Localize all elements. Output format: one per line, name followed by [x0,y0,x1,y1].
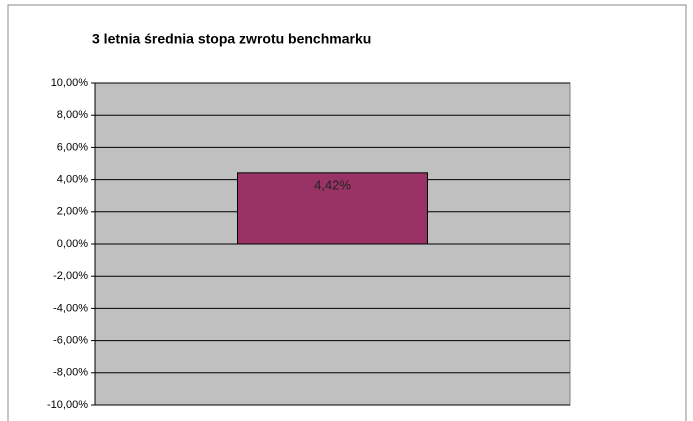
y-tick-label: -8,00% [53,367,88,379]
y-tick-label: 10,00% [51,77,89,89]
y-tick-label: 8,00% [57,109,88,121]
y-tick-label: 6,00% [57,141,88,153]
data-label: 4,42% [314,177,351,192]
y-tick-label: -4,00% [53,302,88,314]
y-tick-label: -10,00% [47,399,88,411]
y-tick-label: 4,00% [57,174,88,186]
y-tick-label: -2,00% [53,270,88,282]
chart-title: 3 letnia średnia stopa zwrotu benchmarku [92,31,371,47]
y-tick-label: 2,00% [57,206,88,218]
y-tick-label: 0,00% [57,238,88,250]
bar [237,172,428,245]
y-tick-label: -6,00% [53,335,88,347]
